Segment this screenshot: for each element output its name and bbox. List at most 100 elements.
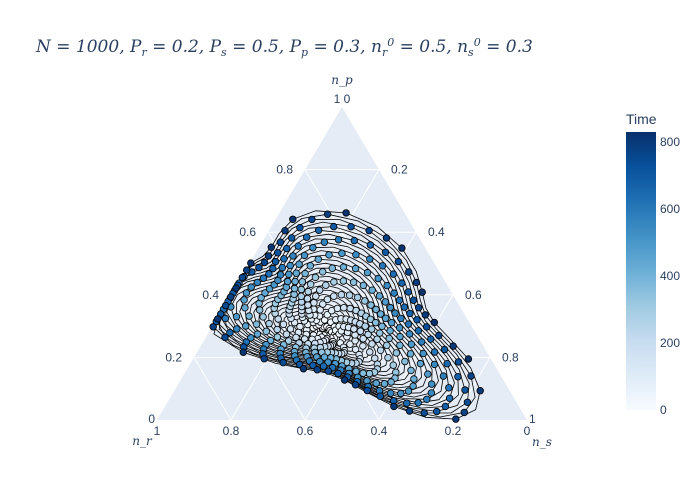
trajectory-point — [351, 381, 360, 389]
trajectory-point — [273, 333, 282, 341]
trajectory-point — [319, 362, 328, 370]
trajectory-point — [449, 342, 457, 350]
trajectory-point — [345, 291, 354, 299]
trajectory-point — [460, 408, 468, 417]
trajectory-point — [252, 320, 261, 328]
trajectory-point — [387, 389, 395, 397]
trajectory-point — [395, 324, 404, 332]
trajectory-point — [259, 274, 268, 282]
trajectory-point — [396, 332, 404, 341]
trajectory-point — [299, 365, 308, 373]
trajectory-point — [313, 366, 321, 374]
trajectory-point — [424, 370, 432, 378]
trajectory-point — [381, 248, 390, 256]
trajectory-point — [324, 367, 332, 375]
trajectory-point — [359, 342, 367, 350]
trajectory-point — [407, 366, 415, 375]
trajectory-point — [381, 314, 390, 322]
trajectory-point — [339, 263, 348, 271]
trajectory-point — [368, 325, 376, 333]
trajectory-point — [423, 395, 431, 403]
trajectory-point — [259, 313, 267, 321]
trajectory-point — [295, 260, 303, 268]
trajectory-point — [294, 242, 302, 250]
tick-nr: 0.6 — [297, 424, 314, 438]
trajectory-point — [245, 312, 253, 320]
trajectory-point — [221, 314, 230, 323]
trajectory-point — [383, 281, 391, 290]
trajectory-series — [209, 209, 484, 423]
trajectory-point — [430, 360, 439, 369]
tick-ns: 0.4 — [428, 225, 445, 239]
trajectory-point — [397, 314, 405, 323]
trajectory-point — [242, 266, 251, 274]
trajectory-point — [356, 327, 365, 335]
trajectory-point — [412, 278, 421, 287]
trajectory-point — [443, 360, 451, 368]
trajectory-point — [452, 415, 460, 423]
trajectory-point — [330, 222, 338, 231]
trajectory-point — [239, 348, 247, 356]
trajectory-point — [352, 250, 360, 259]
trajectory-point — [298, 278, 306, 286]
grid-line-nr — [230, 294, 306, 421]
trajectory-point — [380, 380, 389, 388]
trajectory-point — [351, 264, 360, 273]
trajectory-point — [386, 327, 394, 335]
trajectory-point — [390, 402, 398, 411]
trajectory-point — [316, 357, 324, 366]
tick-ns: 0.6 — [465, 288, 482, 302]
trajectory-point — [221, 301, 230, 310]
trajectory-point — [433, 407, 441, 416]
trajectory-point — [276, 238, 285, 246]
trajectory-point — [382, 234, 391, 242]
tick-nr: 0 — [524, 424, 531, 438]
trajectory-point — [409, 296, 418, 304]
trajectory-point — [359, 369, 367, 377]
trajectory-point — [232, 313, 241, 321]
trajectory-point — [405, 268, 413, 276]
trajectory-point — [271, 257, 280, 266]
trajectory-point — [337, 291, 346, 299]
trajectory-point — [284, 337, 293, 345]
trajectory-point — [274, 249, 282, 257]
trajectory-point — [415, 304, 423, 312]
trajectory-point — [414, 399, 422, 407]
trajectory-point — [421, 311, 429, 319]
trajectory-point — [387, 378, 395, 386]
trajectory-point — [291, 277, 299, 286]
trajectory-point — [401, 357, 409, 366]
trajectory-point — [342, 209, 350, 217]
trajectory-point — [349, 278, 358, 286]
trajectory-point — [376, 329, 384, 337]
trajectory-point — [316, 286, 324, 294]
trajectory-point — [273, 325, 281, 334]
trajectory-point — [319, 268, 327, 276]
trajectory-point — [416, 359, 425, 368]
trajectory-point — [407, 340, 416, 348]
trajectory-point — [304, 287, 312, 296]
trajectory-point — [403, 399, 411, 407]
trajectory-point — [420, 409, 428, 417]
trajectory-point — [300, 251, 309, 260]
trajectory-point — [435, 331, 443, 340]
trajectory-point — [391, 309, 399, 317]
trajectory-point — [409, 382, 417, 390]
trajectory-point — [464, 355, 473, 363]
tick-ns-one: 1 — [529, 412, 536, 426]
trajectory-point — [247, 259, 255, 267]
trajectory-point — [405, 330, 414, 338]
trajectory-point — [387, 319, 396, 327]
trajectory-point — [417, 338, 426, 346]
trajectory-point — [265, 285, 274, 293]
trajectory-point — [333, 304, 342, 313]
tick-nr: 1 — [154, 424, 161, 438]
trajectory-point — [314, 255, 322, 263]
trajectory-point — [292, 269, 300, 277]
trajectory-point — [253, 278, 261, 287]
colorbar-tick-label: 800 — [660, 135, 680, 149]
trajectory-point — [404, 288, 412, 296]
trajectory-point — [340, 376, 349, 384]
trajectory-point — [406, 309, 414, 318]
trajectory-point — [286, 261, 294, 270]
